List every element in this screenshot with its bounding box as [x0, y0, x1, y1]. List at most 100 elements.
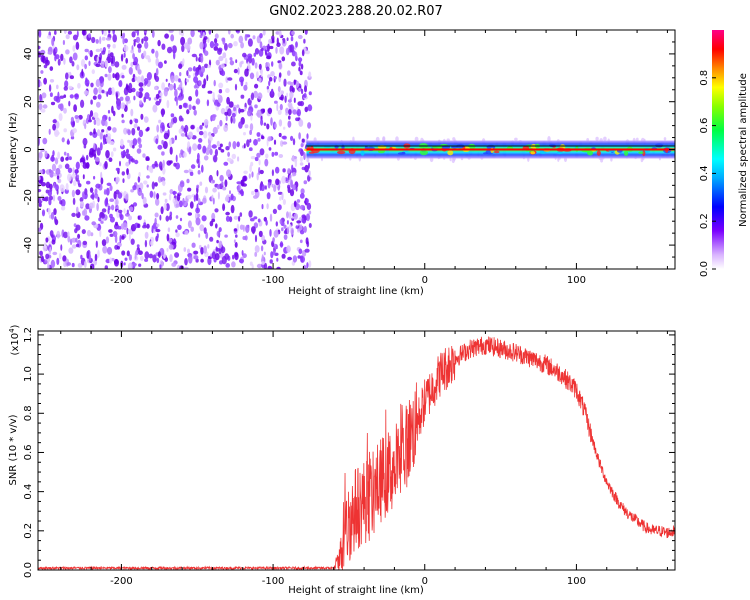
noise-dot: [169, 254, 173, 263]
noise-dot: [177, 97, 183, 101]
spectrogram-plot-area: [38, 30, 675, 269]
noise-dot: [100, 177, 104, 185]
noise-dot: [276, 103, 279, 112]
noise-dot: [134, 118, 139, 124]
noise-dot: [286, 226, 290, 235]
noise-dot: [89, 202, 94, 209]
noise-dot: [63, 94, 67, 98]
noise-dot: [291, 155, 295, 162]
noise-dot: [278, 154, 284, 158]
band-scatter-dot: [610, 157, 613, 162]
noise-dot: [123, 52, 126, 58]
noise-dot: [200, 54, 204, 63]
noise-dot: [228, 30, 231, 35]
noise-dot: [235, 234, 238, 238]
band-scatter-dot: [306, 158, 310, 163]
noise-dot: [264, 185, 267, 190]
noise-dot: [295, 117, 300, 122]
noise-dot: [279, 219, 283, 225]
noise-dot: [157, 144, 163, 150]
noise-dot: [96, 56, 100, 63]
noise-dot: [67, 173, 72, 182]
noise-dot: [84, 215, 90, 221]
noise-dot: [308, 260, 312, 268]
noise-dot: [168, 83, 174, 91]
signal-blob: [447, 150, 454, 156]
noise-dot: [162, 192, 167, 196]
noise-dot: [254, 188, 259, 193]
noise-dot: [89, 131, 93, 136]
noise-dot: [175, 154, 178, 163]
spectrogram-axes: -200 -100 0 100 40 20 0 -20 -40: [23, 29, 675, 286]
noise-dot: [50, 156, 55, 162]
noise-dot: [239, 108, 245, 113]
noise-dot: [175, 232, 180, 238]
noise-dot: [101, 239, 107, 247]
noise-dot: [247, 38, 253, 47]
noise-dot: [136, 148, 142, 154]
noise-dot: [271, 61, 274, 67]
noise-dot: [99, 142, 103, 151]
noise-dot: [259, 148, 265, 156]
noise-dot: [286, 220, 289, 225]
noise-dot: [219, 119, 223, 127]
noise-dot: [49, 92, 53, 97]
noise-dot: [291, 61, 296, 67]
noise-dot: [95, 79, 101, 88]
band-scatter-dot: [514, 137, 518, 141]
noise-dot: [105, 133, 108, 138]
noise-dot: [101, 129, 105, 133]
noise-dot: [56, 175, 60, 180]
noise-dot: [224, 179, 228, 188]
noise-dot: [278, 62, 282, 70]
noise-dot: [274, 76, 277, 80]
noise-dot: [219, 174, 224, 182]
noise-dot: [64, 163, 70, 170]
noise-dot: [190, 30, 195, 38]
noise-dot: [279, 46, 285, 55]
noise-dot: [187, 220, 192, 229]
noise-dot: [238, 121, 243, 129]
noise-dot: [298, 66, 301, 72]
noise-dot: [164, 198, 168, 203]
noise-dot: [44, 59, 50, 66]
noise-dot: [55, 96, 61, 103]
noise-dot: [304, 164, 309, 173]
noise-dot: [56, 84, 59, 90]
noise-dot: [82, 240, 88, 246]
noise-dot: [183, 152, 187, 158]
noise-dot: [306, 202, 312, 210]
noise-dot: [296, 108, 301, 117]
noise-dot: [211, 144, 217, 149]
noise-dot: [156, 193, 160, 200]
noise-dot: [251, 171, 254, 178]
noise-dot: [203, 245, 208, 254]
noise-dot: [51, 37, 55, 47]
colorbar-ticks: 0.0 0.2 0.4 0.6 0.8: [699, 70, 716, 277]
noise-dot: [72, 45, 76, 52]
noise-dot: [307, 122, 312, 129]
noise-dot: [84, 55, 89, 61]
noise-dot: [104, 188, 107, 195]
noise-dot: [259, 41, 263, 49]
noise-dot: [297, 255, 302, 259]
noise-dot: [128, 254, 132, 261]
signal-blob: [587, 150, 594, 156]
noise-dot: [207, 244, 210, 249]
y-tick-label: 40: [23, 48, 34, 61]
noise-dot: [91, 36, 96, 44]
noise-dot: [144, 239, 148, 248]
noise-dot: [188, 131, 194, 139]
noise-dot: [174, 75, 179, 82]
noise-dot: [126, 227, 129, 235]
noise-dot: [197, 30, 202, 33]
noise-dot: [209, 236, 214, 242]
noise-dot: [216, 102, 221, 107]
noise-dot: [253, 195, 258, 199]
noise-dot: [292, 255, 298, 263]
noise-dot: [186, 109, 190, 115]
noise-dot: [258, 159, 261, 166]
noise-dot: [178, 128, 183, 134]
noise-dot: [277, 191, 283, 195]
noise-dot: [69, 56, 73, 64]
